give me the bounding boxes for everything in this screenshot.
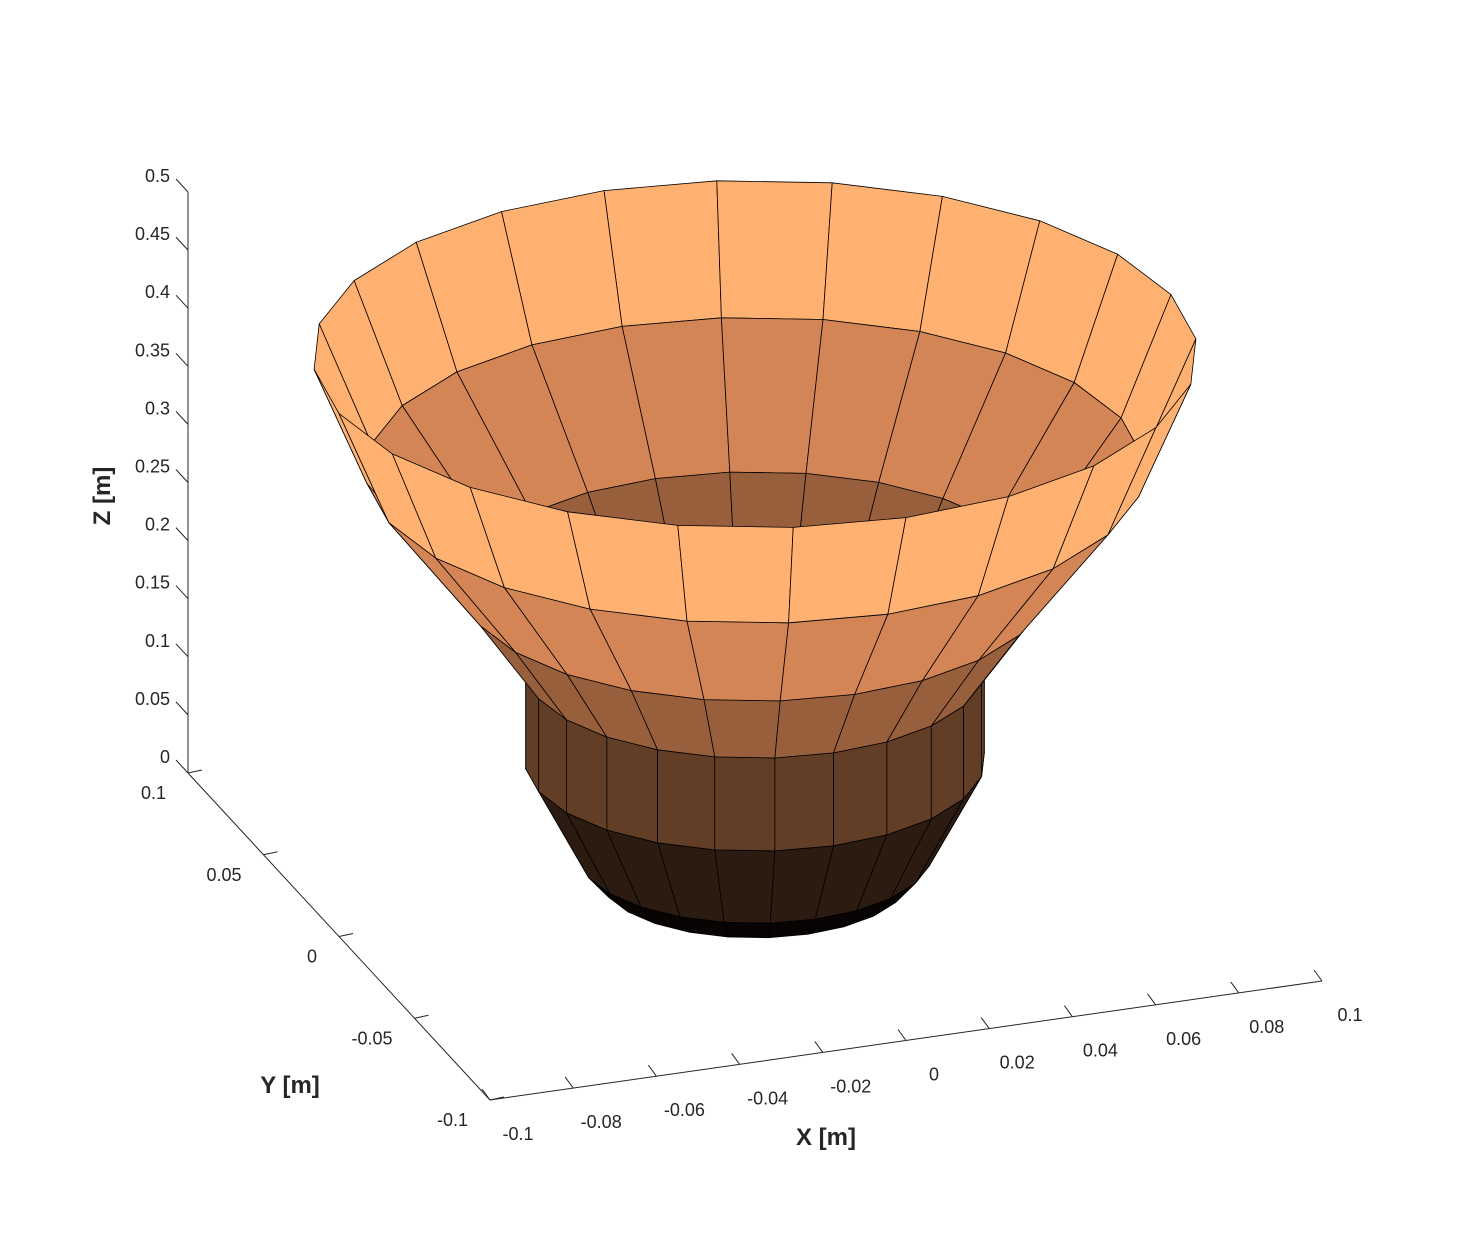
z-tick-label: 0.5 [145,166,170,186]
z-tick [175,469,189,483]
z-tick [175,352,189,367]
z-tick [175,178,189,193]
x-tick [564,1076,574,1089]
x-axis-label: X [m] [796,1124,856,1151]
surface-face [886,725,932,836]
z-tick [175,759,189,774]
surface-face [703,699,781,759]
surface [313,180,1197,939]
z-tick-label: 0.35 [135,340,170,360]
x-tick [1230,981,1240,994]
x-tick [1147,993,1157,1006]
surface-face [887,496,1009,615]
x-tick-label: 0.06 [1166,1029,1201,1049]
surface-face [774,752,834,852]
x-tick [980,1017,990,1029]
surface-face [721,317,824,474]
z-tick-label: 0.2 [145,515,170,535]
x-tick-label: -0.1 [502,1124,533,1144]
surface-face [723,921,771,939]
surface-face [833,741,888,847]
z-tick [175,527,189,541]
z-tick [175,294,189,309]
z-tick-label: 0.3 [145,398,170,418]
surface-face [788,517,907,624]
x-tick [481,1088,491,1101]
x-tick-label: -0.04 [747,1088,788,1108]
y-tick [338,933,354,937]
x-tick [897,1029,907,1041]
x-tick-label: 0.02 [1000,1053,1035,1073]
surface-face [603,180,722,327]
surface-face [606,736,658,844]
z-tick-label: 0 [160,747,170,767]
y-tick [263,851,278,856]
surface-face [686,620,789,702]
z-tick [175,585,189,600]
surface-face [714,849,776,924]
y-tick-label: 0.1 [141,783,166,803]
y-tick [187,769,203,774]
x-tick-label: -0.02 [830,1076,871,1096]
z-tick-label: 0.25 [135,457,170,477]
y-tick-label: -0.05 [351,1028,392,1048]
x-tick [814,1041,824,1053]
axes: -0.1 -0.08 -0.06 -0.04 -0.02 0 0.02 0.04 0.06 0.0… [135,166,1363,1144]
x-tick-label: -0.08 [581,1112,622,1132]
x-tick-label: 0.1 [1337,1005,1362,1025]
surface-face [677,525,794,624]
surface-face [566,719,608,831]
x-tick-label: 0.08 [1249,1017,1284,1037]
x-tick-label: 0 [929,1065,939,1085]
x-tick-label: 0.04 [1083,1041,1118,1061]
y-tick-label: 0.05 [206,865,241,885]
z-tick [175,701,189,716]
surface-face [657,749,716,851]
x-tick [731,1053,741,1065]
x-tick [1313,969,1323,982]
z-tick-label: 0.15 [135,573,170,593]
z-tick-label: 0.1 [145,631,170,651]
z-tick-label: 0.4 [145,282,170,302]
y-axis-label: Y [m] [260,1072,320,1099]
z-tick-label: 0.05 [135,689,170,709]
z-axis-label: Z [m] [89,467,116,526]
y-tick-label: -0.1 [437,1110,468,1130]
y-tick-label: 0 [307,947,317,967]
z-tick [175,643,189,658]
x-tick-label: -0.06 [664,1100,705,1120]
y-tick [489,1096,505,1101]
surface-face [714,756,776,852]
x-tick [647,1064,657,1077]
surface-face [716,180,833,320]
z-tick-label: 0.45 [135,224,170,244]
z-tick [175,236,189,251]
x-tick [1063,1005,1073,1017]
y-tick [414,1014,429,1019]
z-tick [175,411,189,425]
